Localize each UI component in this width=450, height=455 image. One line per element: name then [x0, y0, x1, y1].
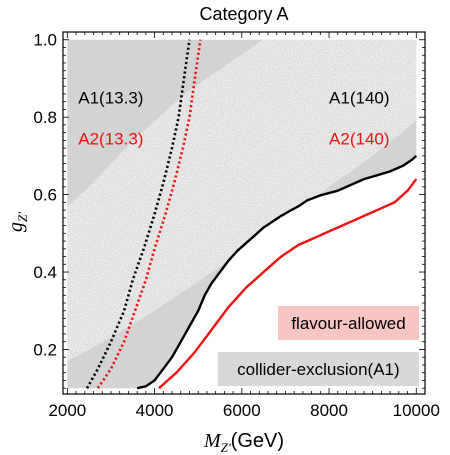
x-tick-label: 10000	[393, 401, 440, 420]
legend-swatch	[217, 352, 419, 386]
legend-item-flavour-allowed: flavour-allowed	[278, 306, 419, 340]
regions-layer	[67, 39, 417, 389]
annotation-layer: A1(13.3) A2(13.3) A1(140) A2(140)	[78, 89, 389, 149]
y-tick-label: 0.6	[33, 186, 57, 205]
series-line-a2-13-3	[96, 39, 202, 389]
y-tick-label: 0.2	[33, 340, 57, 359]
legend-item-collider-exclusion-a1: collider-exclusion(A1)	[217, 352, 419, 386]
series-layer	[85, 39, 418, 390]
region-flavour-allowed	[67, 39, 417, 362]
series-line-a2-140	[158, 178, 418, 390]
x-axis-label: MZ'(GeV)	[203, 430, 284, 455]
ticks-layer: 2000 4000 6000 8000 10000 0.2 0.4 0.6 0.8 1.0	[33, 31, 440, 420]
legend-label: flavour-allowed	[291, 314, 405, 333]
chart-title: Category A	[199, 4, 288, 24]
annotation-a1-13-3: A1(13.3)	[78, 89, 143, 108]
legend: flavour-allowed collider-exclusion(A1)	[217, 306, 419, 386]
annotation-a2-13-3: A2(13.3)	[78, 129, 143, 148]
annotation-a1-140: A1(140)	[329, 89, 389, 108]
x-axis-label-sub: Z'	[221, 440, 231, 455]
legend-swatch	[278, 306, 419, 340]
x-axis-label-main: M	[203, 430, 222, 452]
y-axis-label-sub: Z'	[15, 212, 30, 222]
legend-label: collider-exclusion(A1)	[237, 360, 400, 379]
y-tick-label: 1.0	[33, 31, 57, 50]
x-axis-label-unit: (GeV)	[231, 430, 284, 452]
y-axis-label-main: g	[5, 222, 27, 232]
y-axis-label: gZ'	[5, 212, 30, 232]
x-tick-label: 4000	[136, 401, 174, 420]
y-tick-label: 0.4	[33, 263, 57, 282]
x-tick-label: 8000	[310, 401, 348, 420]
x-tick-label: 2000	[48, 401, 86, 420]
plot-frame	[62, 31, 426, 395]
region-fill-flavour-allowed	[67, 39, 417, 362]
annotation-a2-140: A2(140)	[329, 129, 389, 148]
x-tick-label: 6000	[223, 401, 261, 420]
y-tick-label: 0.8	[33, 108, 57, 127]
series-line-a1-13-3	[85, 39, 191, 389]
series-line-a1-140	[136, 155, 418, 390]
